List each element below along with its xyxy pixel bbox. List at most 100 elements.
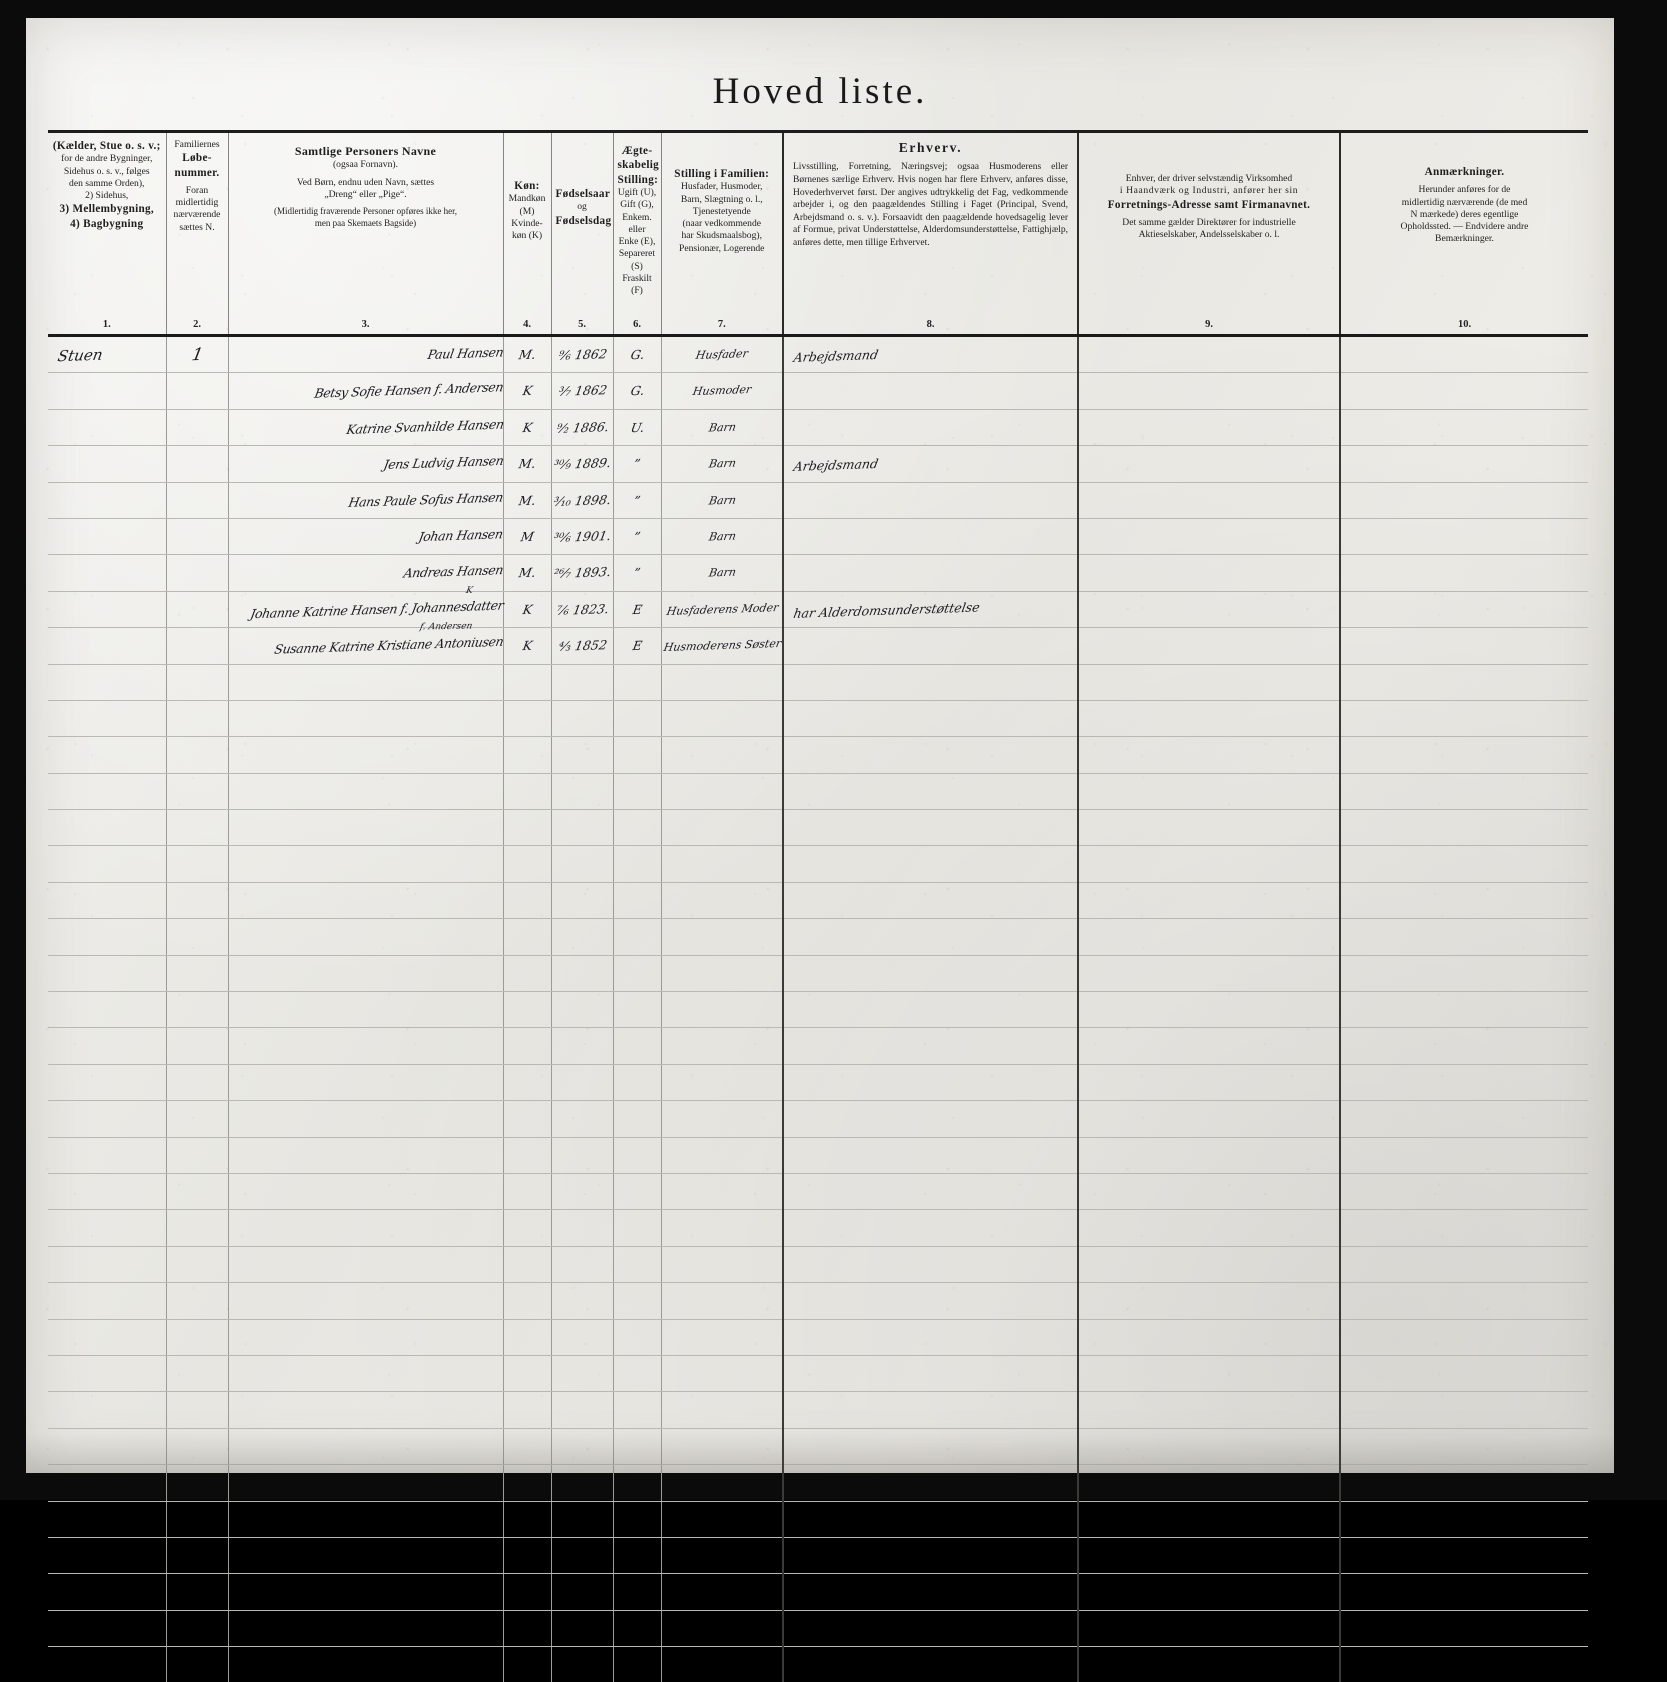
- cell-marital: [612, 845, 661, 883]
- col3-line4: (Midlertidig fraværende Personer opføres…: [273, 206, 458, 217]
- table-row-empty: [48, 845, 1588, 883]
- table-body: Stuen 1 Paul Hansen M. ⁹⁄₆ 1862 G. Husfader Arb…: [48, 334, 1588, 1682]
- cell-business-address: [1077, 372, 1340, 410]
- cell-family-status: Barn: [660, 518, 783, 556]
- cell-sex: [502, 1027, 551, 1065]
- cell-business-address: [1077, 1137, 1340, 1174]
- cell-occupation: [782, 1391, 1078, 1429]
- cell-business-address: [1077, 1391, 1340, 1429]
- cell-name: [227, 1464, 503, 1502]
- cell-marital: ”: [612, 445, 661, 483]
- cell-family-status: [660, 700, 783, 738]
- cell-sex-text: K: [520, 419, 534, 436]
- cell-dwelling: [48, 627, 166, 665]
- cell-notes: [1339, 1537, 1588, 1575]
- column-header-family-status: Stilling i Familien: Husfader, Husmoder,…: [660, 133, 783, 316]
- colnum-9: 9.: [1077, 316, 1340, 334]
- col9-line4: Aktieselskaber, Andelsselskaber o. l.: [1138, 229, 1280, 241]
- table-row-empty: [48, 1100, 1588, 1138]
- cell-occupation: [782, 482, 1078, 519]
- cell-marital-text: E: [631, 601, 643, 618]
- cell-family-status-text: Barn: [707, 420, 737, 435]
- cell-name: [227, 1209, 503, 1247]
- cell-family-status: [660, 1209, 783, 1247]
- col5-line2: Fødselsdag: [555, 214, 612, 227]
- cell-sex: [502, 1173, 551, 1211]
- cell-marital: [612, 1137, 661, 1174]
- cell-family-status: [660, 991, 783, 1029]
- cell-occupation-text: har Alderdomsunderstøttelse: [792, 599, 982, 621]
- table-row-empty: [48, 1173, 1588, 1211]
- cell-marital: [612, 1501, 661, 1538]
- cell-business-address: [1077, 409, 1340, 447]
- cell-marital: [612, 1391, 661, 1429]
- cell-birth: [550, 700, 613, 738]
- cell-marital: E: [612, 591, 661, 629]
- cell-sex: [502, 1100, 551, 1138]
- col4-line1: Mandkøn: [508, 193, 546, 205]
- col4-line4: køn (K): [511, 230, 543, 242]
- table-row-empty: [48, 1573, 1588, 1611]
- col7-line3: Tjenestetyende: [692, 205, 751, 217]
- cell-marital: [612, 1173, 661, 1211]
- cell-birth: ²⁶⁄₇ 1893.: [550, 554, 613, 592]
- cell-occupation: [782, 554, 1078, 592]
- cell-family-number: [165, 1173, 228, 1211]
- cell-name: [227, 1391, 503, 1429]
- cell-notes: [1339, 736, 1588, 774]
- cell-notes: [1339, 1209, 1588, 1247]
- cell-sex: M.: [502, 445, 551, 483]
- table-header: (Kælder, Stue o. s. v.; for de andre Byg…: [48, 130, 1588, 334]
- cell-marital: [612, 1355, 661, 1393]
- cell-sex: [502, 1428, 551, 1466]
- col2-line2: nummer.: [174, 166, 220, 179]
- cell-name-text: Hans Paule Sofus Hansen: [347, 489, 505, 510]
- cell-occupation: [782, 664, 1078, 701]
- cell-sex: K: [502, 409, 551, 447]
- cell-sex: [502, 1319, 551, 1356]
- cell-dwelling: [48, 1027, 166, 1065]
- col10-line4: Bemærkninger.: [1435, 233, 1494, 245]
- cell-sex: [502, 918, 551, 956]
- cell-notes: [1339, 1391, 1588, 1429]
- cell-sex: [502, 845, 551, 883]
- cell-notes: [1339, 773, 1588, 811]
- cell-family-number: [165, 1209, 228, 1247]
- cell-dwelling: [48, 955, 166, 993]
- cell-occupation: [782, 918, 1078, 956]
- table-row-empty: [48, 1319, 1588, 1356]
- col9-line3: Det samme gælder Direktører for industri…: [1122, 216, 1296, 228]
- column-header-family-number: Familiernes Løbe- nummer. Foran midlerti…: [165, 133, 228, 316]
- cell-name: [227, 700, 503, 738]
- colnum-1: 1.: [102, 319, 111, 330]
- cell-birth: [550, 736, 613, 774]
- cell-business-address: [1077, 1573, 1340, 1611]
- body-table: Stuen 1 Paul Hansen M. ⁹⁄₆ 1862 G. Husfader Arb…: [48, 337, 1588, 1682]
- table-row-empty: [48, 1246, 1588, 1284]
- cell-birth: [550, 1355, 613, 1393]
- col10-line2: N mærkede) deres egentlige: [1410, 208, 1519, 220]
- cell-notes: [1339, 991, 1588, 1029]
- cell-name: Paul Hansen: [227, 337, 504, 374]
- cell-sex-text: M.: [517, 565, 537, 581]
- cell-notes: [1339, 409, 1588, 447]
- cell-dwelling: Stuen: [48, 337, 166, 374]
- cell-sex: [502, 1391, 551, 1429]
- cell-business-address: [1077, 1027, 1340, 1065]
- cell-notes: [1339, 955, 1588, 993]
- col5-line1: og: [577, 201, 587, 213]
- cell-sex: [502, 1610, 551, 1648]
- col2-line3: Foran: [185, 184, 209, 196]
- col10-line0: Herunder anføres for de: [1418, 184, 1511, 196]
- cell-business-address: [1077, 700, 1340, 738]
- cell-family-number: [165, 1646, 228, 1682]
- cell-dwelling: [48, 918, 166, 956]
- cell-notes: [1339, 1610, 1588, 1648]
- cell-business-address: [1077, 627, 1340, 665]
- col3-line0: Samtlige Personers Navne: [294, 144, 437, 158]
- cell-business-address: [1077, 773, 1340, 811]
- cell-birth: ⁹⁄₆ 1862: [550, 337, 613, 374]
- col1-line0: (Kælder, Stue o. s. v.;: [52, 140, 161, 152]
- cell-family-status: Barn: [660, 409, 783, 447]
- cell-family-number: [165, 1573, 228, 1611]
